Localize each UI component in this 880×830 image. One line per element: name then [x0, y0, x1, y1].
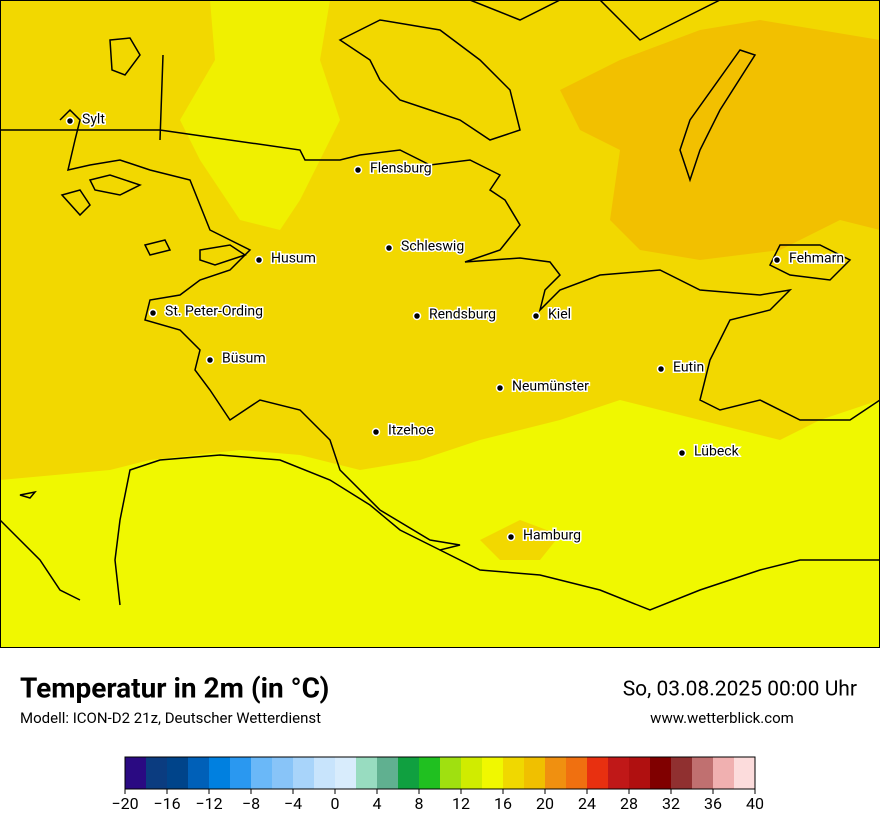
colorbar-tick-label: 20 [536, 794, 554, 813]
city-dot [772, 255, 782, 265]
colorbar-bin [272, 757, 294, 789]
city-dot [412, 311, 422, 321]
city-dot [677, 448, 687, 458]
city-label: Kiel [548, 307, 571, 323]
colorbar-bin [671, 757, 693, 789]
colorbar-bin [524, 757, 546, 789]
city-label: Sylt [82, 112, 105, 128]
city-dot [353, 165, 363, 175]
colorbar-bin [251, 757, 273, 789]
city-dot [384, 243, 394, 253]
colorbar-bin [335, 757, 357, 789]
colorbar-bin [167, 757, 189, 789]
colorbar-bin [482, 757, 504, 789]
colorbar-bin [440, 757, 462, 789]
colorbar-bin [461, 757, 483, 789]
islands [60, 49, 852, 281]
colorbar-bin [713, 757, 735, 789]
colorbar-bin [503, 757, 525, 789]
city-label: Lübeck [694, 444, 740, 460]
colorbar: −20 −16 −12 −8 −4 0 4 8 12 16 20 24 28 32 36 40 [111, 756, 764, 813]
region-hot [560, 20, 880, 260]
city-label: Husum [271, 251, 316, 267]
title: Temperatur in 2m (in °C) [20, 671, 329, 704]
datetime: So, 03.08.2025 00:00 Uhr [623, 678, 857, 702]
colorbar-bin [566, 757, 588, 789]
city-label: Schleswig [401, 239, 464, 255]
colorbar-bin [125, 757, 147, 789]
city-dot [205, 355, 215, 365]
colorbar-frame [124, 756, 756, 790]
colorbar-bin [377, 757, 399, 789]
city-label: Rendsburg [429, 307, 496, 323]
city-dot [531, 311, 541, 321]
website: www.wetterblick.com [650, 709, 794, 727]
colorbar-bin [398, 757, 420, 789]
model-info: Modell: ICON-D2 21z, Deutscher Wetterdie… [20, 709, 321, 727]
colorbar-bin [356, 757, 378, 789]
colorbar-bin [188, 757, 210, 789]
city-label: Hamburg [523, 528, 581, 544]
city-label: Büsum [222, 351, 266, 367]
colorbar-tick-label: 12 [452, 794, 470, 813]
colorbar-tick-label: −20 [111, 794, 138, 813]
colorbar-bin [608, 757, 630, 789]
colorbar-bin [230, 757, 252, 789]
cities: Sylt Flensburg Schleswig Husum Fehmarn St. Pe… [65, 110, 846, 545]
coastline-west [59, 108, 461, 606]
colorbar-bin [587, 757, 609, 789]
coastline [0, 37, 880, 421]
city-label: Fehmarn [789, 251, 844, 267]
colorbar-tick-label: −16 [153, 794, 180, 813]
city-label: Neumünster [512, 379, 589, 395]
colorbar-tick-label: −4 [284, 794, 302, 813]
colorbar-tick-label: 40 [746, 794, 764, 813]
colorbar-tick-label: 36 [704, 794, 722, 813]
region-hamburg [480, 520, 560, 560]
city-label: St. Peter-Ording [165, 304, 263, 320]
city-dot [65, 116, 75, 126]
colorbar-tick-label: 8 [415, 794, 424, 813]
colorbar-bin [293, 757, 315, 789]
colorbar-bin [209, 757, 231, 789]
city-label: Itzehoe [388, 423, 434, 439]
map: Sylt Flensburg Schleswig Husum Fehmarn St. Pe… [0, 0, 880, 648]
coastline-other [0, 0, 880, 611]
colorbar-tick-label: −12 [195, 794, 222, 813]
city-dot [371, 427, 381, 437]
colorbar-tick-label: −8 [242, 794, 260, 813]
colorbar-tick-label: 4 [373, 794, 382, 813]
colorbar-tick-label: 28 [620, 794, 638, 813]
colorbar-bin [734, 757, 756, 789]
islet [19, 490, 37, 499]
coastlines [0, 0, 880, 611]
colorbar-bin [629, 757, 651, 789]
city-dot [495, 383, 505, 393]
colorbar-bin [545, 757, 567, 789]
colorbar-tick-label: 24 [578, 794, 596, 813]
colorbar-bin [650, 757, 672, 789]
colorbar-tick-label: 16 [494, 794, 512, 813]
city-label: Eutin [673, 360, 704, 376]
colorbar-bin [419, 757, 441, 789]
colorbar-tick-label: 0 [331, 794, 340, 813]
city-dot [148, 308, 158, 318]
colorbar-bin [314, 757, 336, 789]
colorbar-bin [146, 757, 168, 789]
city-dot [656, 364, 666, 374]
city-dot [254, 255, 264, 265]
colorbar-bin [692, 757, 714, 789]
colorbar-tick-label: 32 [662, 794, 680, 813]
city-label: Flensburg [370, 161, 432, 177]
region-cool [180, 0, 340, 230]
city-dot [506, 532, 516, 542]
